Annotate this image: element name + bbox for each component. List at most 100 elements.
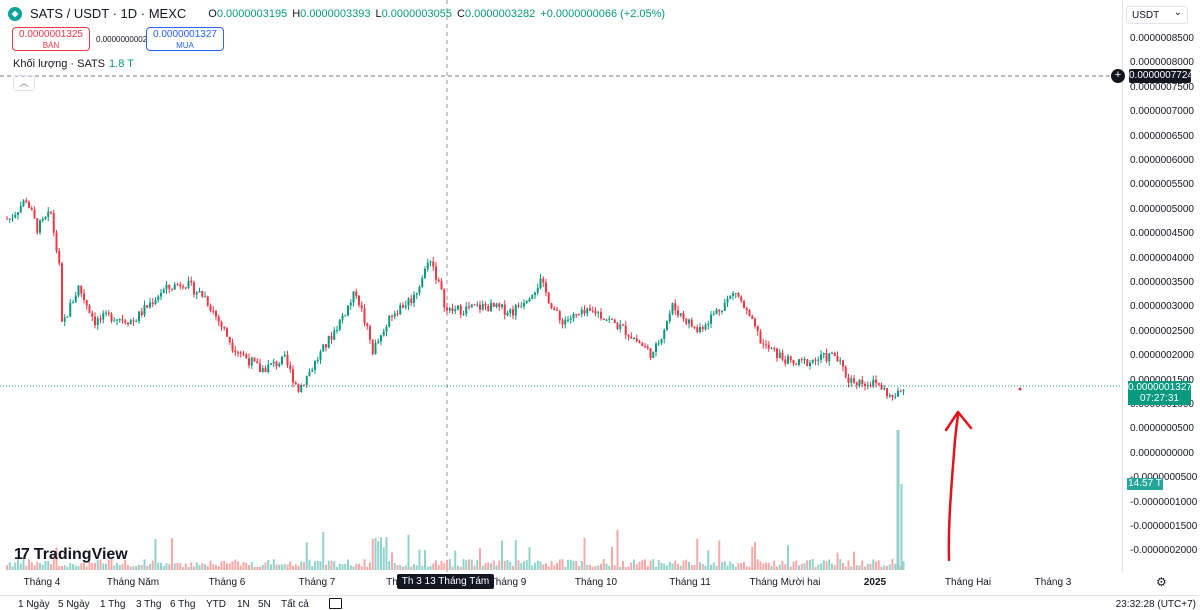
- candle-body: [52, 213, 55, 233]
- collapse-legend-icon[interactable]: ︿: [13, 75, 35, 91]
- candle-body: [707, 323, 710, 325]
- volume-bar: [385, 537, 388, 570]
- volume-bar: [646, 566, 649, 570]
- candle-body: [195, 292, 198, 295]
- volume-bar: [754, 542, 756, 570]
- candle-body: [80, 285, 83, 294]
- candle-body: [347, 305, 349, 316]
- candle-body: [743, 301, 745, 309]
- candle-body: [759, 331, 762, 344]
- volume-bar: [173, 563, 176, 570]
- candle-body: [135, 321, 138, 323]
- volume-bar: [281, 564, 283, 570]
- price-axis[interactable]: 0.0000008500 0.0000008000 0.0000007500 0.00…: [1123, 0, 1200, 572]
- candle-body: [633, 338, 635, 340]
- candle-body: [872, 379, 875, 387]
- range-button[interactable]: 5 Ngày: [58, 599, 90, 610]
- gear-icon[interactable]: ⚙: [1156, 575, 1167, 589]
- range-button[interactable]: 1N: [237, 599, 250, 610]
- add-alert-icon[interactable]: +: [1111, 69, 1125, 83]
- candle-body: [355, 291, 358, 296]
- volume-bar: [891, 559, 894, 570]
- price-axis-label: 0.0000006500: [1130, 130, 1194, 142]
- calendar-icon[interactable]: [329, 598, 342, 609]
- candle-body: [512, 309, 514, 316]
- volume-bar: [190, 562, 193, 570]
- candle-body: [83, 293, 85, 301]
- range-button[interactable]: 1 Ngày: [18, 599, 50, 610]
- chart-pane[interactable]: SATS / USDT · 1D · MEXC O0.0000003195 H0…: [0, 0, 1123, 572]
- price-chart[interactable]: [0, 0, 1122, 572]
- candle-body: [28, 201, 30, 208]
- tradingview-logo[interactable]: 17 TradingView: [14, 546, 128, 564]
- volume-bar: [239, 565, 242, 570]
- volume-bar: [55, 547, 58, 570]
- candle-body: [545, 282, 547, 293]
- volume-bar: [688, 561, 690, 570]
- candle-body: [875, 379, 877, 383]
- range-button[interactable]: YTD: [206, 599, 226, 610]
- candle-body: [809, 362, 811, 367]
- price-axis-label: 0.0000001500: [1130, 375, 1194, 386]
- range-button[interactable]: Tất cả: [281, 599, 309, 610]
- ohlc-high: 0.0000003393: [300, 7, 371, 20]
- volume-bar: [828, 559, 831, 570]
- candle-body: [63, 317, 66, 322]
- volume-bar: [701, 564, 704, 570]
- candle-body: [275, 361, 278, 367]
- candle-body: [239, 352, 242, 354]
- candle-body: [520, 306, 523, 308]
- candle-body: [168, 284, 171, 289]
- candle-body: [157, 296, 160, 301]
- symbol-title[interactable]: SATS / USDT · 1D · MEXC: [30, 6, 187, 21]
- candle-body: [534, 292, 536, 295]
- candle-body: [402, 305, 404, 308]
- volume-bar: [855, 565, 858, 570]
- range-button[interactable]: 1 Thg: [100, 599, 126, 610]
- candle-body: [589, 308, 591, 311]
- candle-body: [828, 353, 831, 362]
- buy-button[interactable]: 0.0000001327 MUA: [146, 27, 224, 51]
- volume-bar: [272, 559, 275, 570]
- range-button[interactable]: 3 Thg: [136, 599, 162, 610]
- candle-body: [498, 303, 501, 307]
- volume-bar: [721, 562, 723, 570]
- volume-bar: [448, 559, 451, 570]
- volume-bar: [539, 561, 542, 570]
- sell-button[interactable]: 0.0000001325 BÁN: [12, 27, 90, 51]
- volume-legend[interactable]: Khối lượng · SATS 1.8 T: [13, 58, 134, 70]
- volume-bar: [195, 562, 198, 570]
- candle-body: [531, 294, 534, 299]
- candle-body: [278, 363, 281, 367]
- candle-body: [756, 326, 759, 332]
- volume-bar: [118, 565, 121, 570]
- range-button[interactable]: 5N: [258, 599, 271, 610]
- volume-bar: [547, 566, 550, 570]
- currency-select[interactable]: USDT: [1126, 4, 1188, 24]
- candle-body: [855, 382, 858, 386]
- volume-bar: [432, 563, 435, 570]
- volume-bar: [894, 563, 897, 570]
- candle-body: [737, 292, 740, 297]
- candle-body: [393, 313, 396, 317]
- candle-body: [481, 304, 484, 310]
- candle-body: [564, 319, 567, 325]
- time-axis[interactable]: Tháng 4 Tháng Năm Tháng 6 Tháng 7 Th Tháng 9 T…: [0, 572, 1122, 592]
- candle-body: [377, 341, 380, 343]
- time-axis-label: Tháng 7: [298, 577, 336, 588]
- range-button[interactable]: 6 Thg: [170, 599, 196, 610]
- sats-logo-icon: [8, 6, 22, 21]
- candle-body: [305, 375, 308, 386]
- volume-bar: [517, 560, 520, 570]
- candle-body: [424, 268, 426, 279]
- candle-body: [501, 304, 503, 307]
- time-axis-label: Tháng 6: [208, 577, 246, 588]
- volume-bar: [437, 565, 440, 570]
- ohlc-key: O: [208, 7, 217, 20]
- volume-bar: [355, 563, 358, 570]
- clock[interactable]: 23:32:28 (UTC+7): [1115, 599, 1196, 610]
- volume-bar: [209, 560, 212, 570]
- candle-body: [344, 315, 347, 317]
- candle-body: [638, 341, 641, 344]
- volume-bar: [666, 565, 668, 570]
